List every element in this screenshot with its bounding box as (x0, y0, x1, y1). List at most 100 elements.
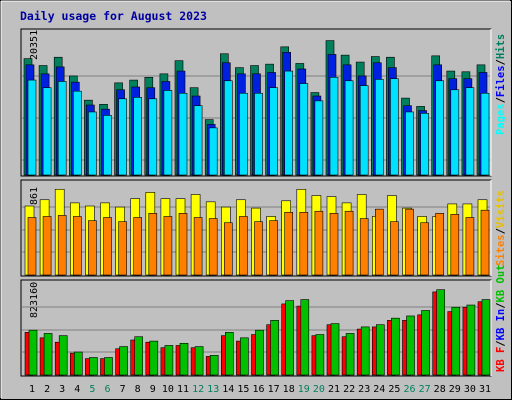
bar-pages (224, 80, 233, 176)
x-tick-label: 15 (237, 384, 249, 395)
bar-sites (27, 217, 37, 276)
bar-pages (193, 105, 203, 176)
x-tick-label: 4 (74, 384, 80, 395)
bar-sites (57, 215, 67, 276)
bar-pages (254, 92, 263, 176)
bar-pages (148, 98, 158, 176)
bar-kb-out (360, 326, 370, 376)
bar-sites (420, 222, 429, 276)
x-tick-label: 24 (373, 384, 385, 395)
x-tick-label: 6 (104, 384, 110, 395)
bar-kb-out (481, 299, 491, 376)
x-tick-label: 16 (252, 384, 264, 395)
x-tick-label: 8 (135, 384, 141, 395)
bar-sites (435, 213, 445, 276)
bar-pages (163, 90, 173, 176)
x-tick-label: 26 (403, 384, 415, 395)
bar-kb-out (255, 329, 264, 376)
x-tick-label: 1 (29, 384, 35, 395)
legend-item-hits: Hits (495, 34, 507, 59)
bar-kb-out (466, 304, 476, 376)
bar-kb-out (225, 332, 234, 376)
legend-item-sites: Sites (495, 234, 507, 266)
bar-sites (269, 220, 278, 276)
bar-pages (57, 81, 67, 176)
bar-sites (73, 216, 82, 276)
bar-pages (269, 87, 278, 176)
x-tick-label: 28 (434, 384, 446, 395)
chart-title: Daily usage for August 2023 (20, 9, 207, 23)
x-tick-label: 25 (388, 384, 400, 395)
x-tick-label: 17 (268, 384, 280, 395)
x-tick-label: 30 (464, 384, 476, 395)
bar-pages (88, 111, 97, 176)
bar-kb-out (179, 342, 189, 376)
legend-separator: / (495, 340, 507, 346)
bar-pages (208, 127, 218, 176)
top-ymax-label: 20351 (29, 30, 40, 60)
bar-pages (73, 90, 82, 176)
x-tick-label: 22 (343, 384, 355, 395)
bar-kb-out (375, 324, 385, 376)
legend-bottom: KB F/KB In/KB Out (495, 265, 507, 373)
bar-kb-out (134, 336, 143, 376)
bar-pages (284, 70, 294, 176)
bar-sites (329, 213, 339, 276)
legend-separator: / (495, 97, 507, 103)
bar-kb-out (270, 320, 279, 376)
x-tick-label: 31 (479, 384, 491, 395)
bar-sites (254, 221, 263, 276)
bar-sites (178, 213, 188, 276)
bar-pages (450, 89, 460, 176)
bars-layer (22, 40, 491, 376)
bar-pages (178, 92, 188, 176)
bar-pages (133, 97, 142, 176)
bar-kb-out (89, 357, 98, 376)
x-tick-label: 11 (177, 384, 189, 395)
bar-kb-out (345, 333, 355, 376)
bar-sites (344, 210, 354, 276)
bar-kb-out (149, 340, 159, 376)
legend-item-pages: Pages (495, 103, 507, 135)
bar-sites (314, 210, 324, 276)
x-tick-label: 5 (89, 384, 95, 395)
bar-pages (390, 78, 399, 176)
bar-sites (359, 218, 369, 276)
bar-pages (42, 87, 52, 176)
legend-item-files: Files (495, 65, 507, 97)
bar-kb-out (406, 315, 415, 376)
bar-kb-out (436, 289, 446, 376)
legend-item-kb-in: KB In (495, 309, 507, 341)
x-tick-label: 9 (150, 384, 156, 395)
bar-pages (329, 77, 339, 176)
bar-kb-out (104, 357, 113, 376)
x-tick-label: 3 (59, 384, 65, 395)
bar-sites (103, 217, 112, 276)
x-tick-label: 20 (313, 384, 325, 395)
bar-kb-out (451, 306, 461, 376)
bar-sites (42, 216, 52, 276)
bar-sites (450, 214, 460, 276)
bar-pages (374, 79, 384, 176)
legend-top: Pages/Files/Hits (495, 34, 507, 135)
bar-sites (405, 208, 414, 276)
bar-pages (435, 80, 445, 176)
bar-pages (27, 79, 37, 176)
bar-sites (163, 216, 173, 276)
bar-kb-out (209, 355, 219, 376)
mid-ymax-label: 861 (29, 187, 40, 205)
x-axis-labels: 1 2 3 4 5 6 7 8 9 10 11 12 13 14 15 16 17 18 19 20 21 22 23 24 2… (29, 384, 491, 395)
bar-sites (224, 222, 233, 276)
bar-kb-out (391, 317, 400, 376)
x-tick-label: 21 (328, 384, 340, 395)
bottom-ymax-label: 823160 (29, 282, 40, 318)
x-tick-label: 18 (283, 384, 295, 395)
bar-sites (465, 217, 475, 276)
legend-separator: / (495, 59, 507, 65)
x-tick-label: 27 (419, 384, 431, 395)
legend-separator: / (495, 228, 507, 234)
bar-pages (299, 83, 309, 176)
